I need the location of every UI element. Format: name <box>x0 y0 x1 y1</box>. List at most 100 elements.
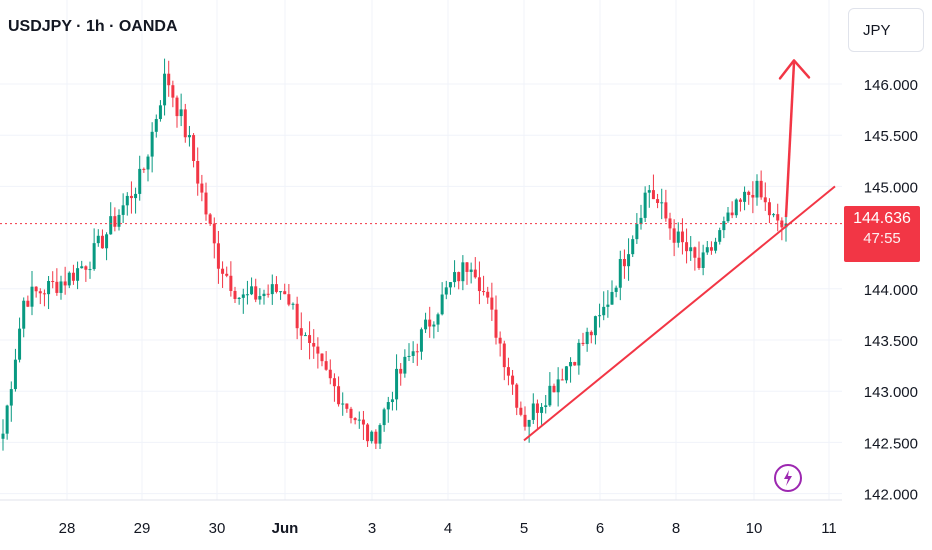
candle-body <box>67 272 71 286</box>
candle-body <box>328 369 332 379</box>
candle-body <box>183 109 187 138</box>
candle-body <box>138 168 142 194</box>
candle-body <box>76 268 80 281</box>
candle-body <box>535 403 539 413</box>
candle-body <box>672 228 676 243</box>
candle-body <box>424 319 428 330</box>
candle-body <box>5 405 9 434</box>
x-tick-label: 29 <box>134 520 151 537</box>
candle-body <box>556 379 560 393</box>
bar-countdown: 47:55 <box>863 230 901 247</box>
candle-body <box>22 300 26 329</box>
candle-body <box>407 355 411 357</box>
candle-body <box>245 294 249 296</box>
candle-body <box>490 297 494 310</box>
candle-body <box>179 109 183 117</box>
currency-button[interactable]: JPY <box>848 8 924 52</box>
candle-body <box>743 191 747 202</box>
x-tick-label: 28 <box>59 520 76 537</box>
lightning-bolt-icon[interactable] <box>774 464 802 492</box>
candle-body <box>258 296 262 300</box>
candle-body <box>113 216 117 227</box>
candle-body <box>502 343 506 368</box>
candle-body <box>477 277 481 292</box>
candle-body <box>370 431 374 442</box>
candle-body <box>515 384 519 408</box>
candle-body <box>332 378 336 387</box>
y-tick-label: 143.500 <box>864 333 918 350</box>
x-tick-label: 6 <box>596 520 604 537</box>
candle-body <box>18 328 22 360</box>
candle-body <box>482 291 486 293</box>
candle-body <box>47 281 51 295</box>
candle-body <box>622 259 626 267</box>
candle-body <box>581 342 585 345</box>
x-tick-label: 11 <box>821 520 837 537</box>
candle-body <box>473 269 477 278</box>
candle-body <box>730 212 734 216</box>
candle-body <box>618 259 622 288</box>
arrow-annotation[interactable] <box>784 62 796 218</box>
candle-body <box>428 319 432 327</box>
candle-body <box>403 356 407 374</box>
candle-body <box>158 105 162 120</box>
candle-body <box>585 331 589 345</box>
candle-body <box>511 375 515 385</box>
candle-body <box>651 190 655 200</box>
candle-body <box>635 224 639 240</box>
candle-body <box>150 131 154 157</box>
candle-body <box>345 403 349 409</box>
candle-body <box>374 431 378 444</box>
candle-body <box>134 193 138 199</box>
trendline-annotation[interactable] <box>523 185 836 442</box>
candle-body <box>767 202 771 216</box>
candle-body <box>200 183 204 193</box>
candle-body <box>92 243 96 270</box>
candle-body <box>506 367 510 376</box>
candle-body <box>142 168 146 170</box>
candle-body <box>726 212 730 222</box>
lightning-bolt-glyph <box>784 470 792 486</box>
candle-body <box>125 195 129 206</box>
candle-body <box>444 287 448 295</box>
candle-body <box>38 291 42 294</box>
candle-body <box>627 254 631 267</box>
candle-body <box>461 262 465 282</box>
candle-body <box>175 97 179 117</box>
x-tick-label: 10 <box>746 520 763 537</box>
candle-body <box>759 180 763 198</box>
candle-body <box>755 180 759 198</box>
candle-body <box>171 85 175 98</box>
candle-body <box>519 407 523 415</box>
candle-body <box>399 368 403 374</box>
candle-body <box>494 309 498 338</box>
candle-body <box>303 335 307 337</box>
candle-body <box>656 199 660 204</box>
candle-body <box>378 425 382 444</box>
candle-body <box>51 281 55 283</box>
candle-body <box>610 291 614 305</box>
candle-body <box>457 272 461 282</box>
candle-body <box>432 324 436 327</box>
candle-body <box>196 160 200 184</box>
x-tick-label: 30 <box>209 520 226 537</box>
candle-body <box>734 199 738 216</box>
candle-body <box>395 368 399 400</box>
chart-title: USDJPY · 1h · OANDA <box>8 18 178 35</box>
candle-body <box>121 205 125 215</box>
y-tick-label: 145.500 <box>864 128 918 145</box>
candle-body <box>465 262 469 272</box>
candle-body <box>146 156 150 170</box>
candle-body <box>548 385 552 406</box>
last-price-value: 144.636 <box>853 210 911 227</box>
candle-body <box>204 192 208 215</box>
x-tick-label: 3 <box>368 520 376 537</box>
candle-body <box>105 234 109 249</box>
candle-body <box>34 286 38 292</box>
candle-body <box>349 408 353 419</box>
candle-body <box>722 221 726 231</box>
candle-body <box>606 304 610 307</box>
x-axis: 28 29 30 Jun 3 4 5 6 8 10 11 <box>59 520 837 537</box>
candle-body <box>486 291 490 298</box>
